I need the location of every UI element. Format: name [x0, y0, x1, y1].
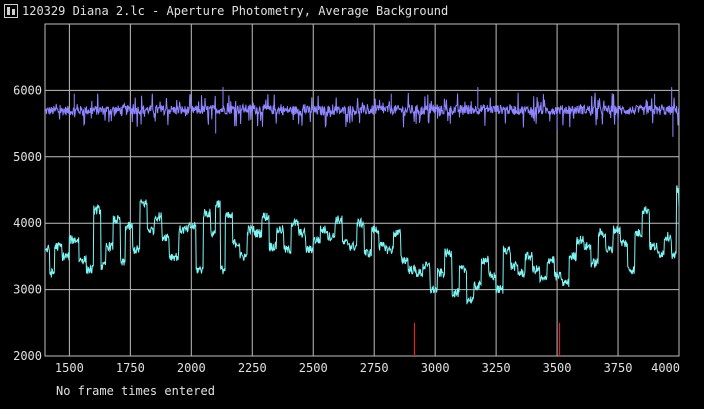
plot-frame [44, 23, 680, 357]
y-tick-label: 4000 [13, 216, 42, 230]
x-tick-label: 3500 [543, 361, 572, 375]
lightcurve-app-icon[interactable] [4, 4, 18, 18]
window-titlebar[interactable]: 120329 Diana 2.lc - Aperture Photometry,… [0, 0, 704, 24]
x-tick-label: 2750 [360, 361, 389, 375]
y-tick-label: 2000 [13, 349, 42, 363]
x-tick-label: 3000 [421, 361, 450, 375]
chart-series [44, 87, 680, 305]
x-tick-label: 4000 [651, 361, 680, 375]
chart-markers [413, 322, 561, 356]
x-tick-label: 3250 [482, 361, 511, 375]
x-tick-label: 2500 [299, 361, 328, 375]
status-text: No frame times entered [56, 384, 215, 398]
x-tick-label: 2250 [238, 361, 267, 375]
y-tick-label: 5000 [13, 150, 42, 164]
background-series-line [44, 92, 680, 129]
x-tick-label: 2000 [177, 361, 206, 375]
x-tick-label: 1500 [55, 361, 84, 375]
chart-gridlines [45, 24, 680, 357]
chart-tick-labels: 1500 1750 2000 2250 2500 2750 3000 3250 3500 3750… [13, 83, 680, 375]
x-tick-label: 1750 [116, 361, 145, 375]
x-tick-label: 3750 [604, 361, 633, 375]
window-title: 120329 Diana 2.lc - Aperture Photometry,… [22, 4, 449, 18]
y-tick-label: 3000 [13, 283, 42, 297]
y-tick-label: 6000 [13, 83, 42, 97]
signal-series-line [44, 185, 680, 305]
